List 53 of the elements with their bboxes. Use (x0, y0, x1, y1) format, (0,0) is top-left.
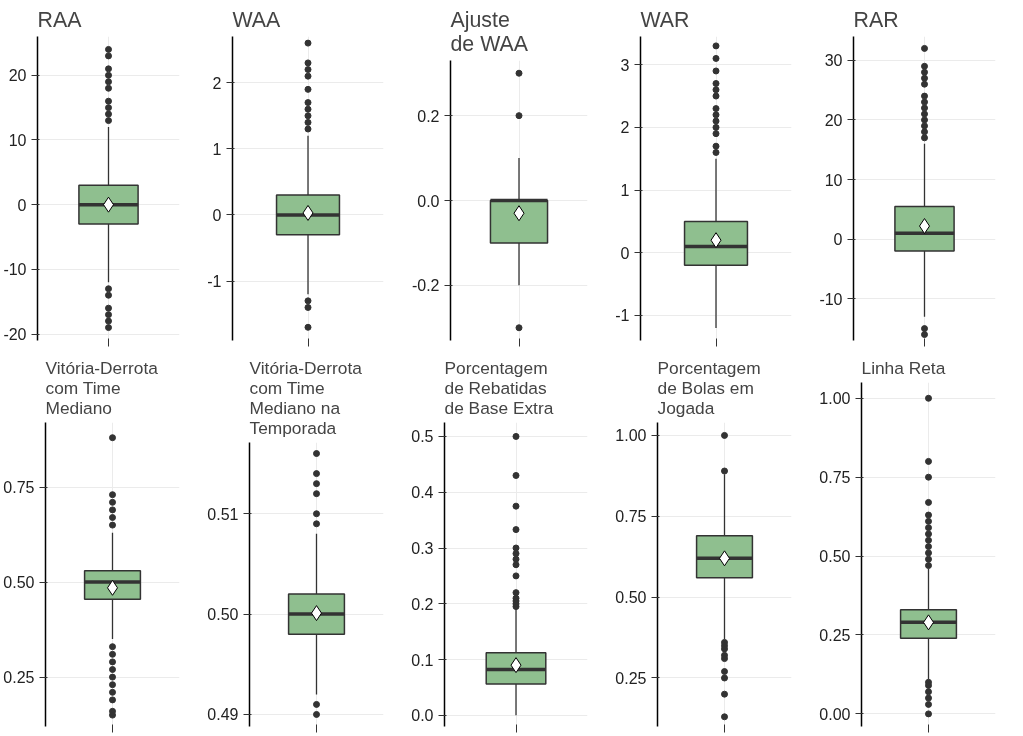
y-tick-label: 0.2 (411, 595, 434, 613)
y-tick-label: 0.00 (819, 705, 851, 723)
y-tick-label: 0.75 (3, 479, 35, 497)
y-tick-label: 0.5 (411, 428, 434, 446)
y-tick-label: 0 (17, 196, 27, 214)
y-tick-label: -20 (3, 326, 27, 344)
y-tick-label: 0.50 (819, 548, 851, 566)
y-tick-label: 0.3 (411, 540, 434, 557)
y-tick-label: 0.1 (411, 651, 434, 669)
y-tick-label: 1.00 (819, 390, 851, 408)
y-tick-label: -10 (3, 261, 27, 279)
chart-title: WAR (640, 7, 690, 32)
y-tick-label: 0.50 (3, 574, 35, 592)
y-tick-label: 0 (620, 244, 630, 262)
y-tick-label: -0.2 (411, 277, 440, 295)
chart-title: Vitória-Derrota com Time Mediano (45, 357, 159, 418)
y-tick-label: 0 (833, 231, 843, 249)
y-tick-label: 20 (824, 111, 843, 129)
y-tick-label: 1.00 (615, 427, 647, 445)
y-tick-label: 0.2 (417, 107, 440, 125)
chart-title: Ajuste de WAA (450, 7, 529, 56)
chart-title: Porcentagem de Rebatidas de Base Extra (444, 357, 554, 418)
y-tick-label: 3 (620, 56, 630, 74)
y-tick-label: 0.25 (3, 669, 35, 687)
y-tick-label: 0.51 (207, 505, 239, 523)
y-tick-label: 10 (8, 131, 27, 149)
chart-title: Vitória-Derrota com Time Mediano na Temporada (249, 357, 363, 438)
y-tick-label: 0.50 (207, 606, 239, 624)
y-tick-label: 0 (212, 206, 222, 224)
y-tick-label: 1 (620, 182, 630, 200)
chart-title: Linha Reta (861, 357, 946, 378)
y-tick-label: -10 (819, 290, 843, 308)
chart-title: RAR (853, 7, 899, 32)
y-tick-label: 20 (8, 67, 27, 85)
y-tick-label: 2 (620, 119, 630, 137)
y-tick-label: 1 (212, 140, 222, 158)
y-tick-label: 0.49 (207, 706, 239, 724)
y-tick-label: 10 (824, 171, 843, 189)
y-tick-label: 0.25 (615, 669, 647, 687)
y-tick-label: 0.0 (411, 707, 434, 725)
y-tick-label: 2 (212, 74, 222, 92)
y-tick-label: 0.50 (615, 589, 647, 607)
y-tick-label: 0.75 (819, 469, 851, 487)
y-tick-label: 0.25 (819, 626, 851, 644)
chart-title: WAA (232, 7, 282, 32)
y-tick-label: 30 (824, 52, 843, 70)
y-tick-label: 0.0 (417, 192, 440, 210)
y-tick-label: -1 (615, 307, 630, 325)
y-tick-label: 0.4 (411, 484, 434, 502)
y-tick-label: -1 (207, 273, 222, 291)
chart-title: RAA (37, 7, 83, 32)
chart-title: Porcentagem de Bolas em Jogada (657, 357, 761, 418)
y-tick-label: 0.75 (615, 508, 647, 526)
